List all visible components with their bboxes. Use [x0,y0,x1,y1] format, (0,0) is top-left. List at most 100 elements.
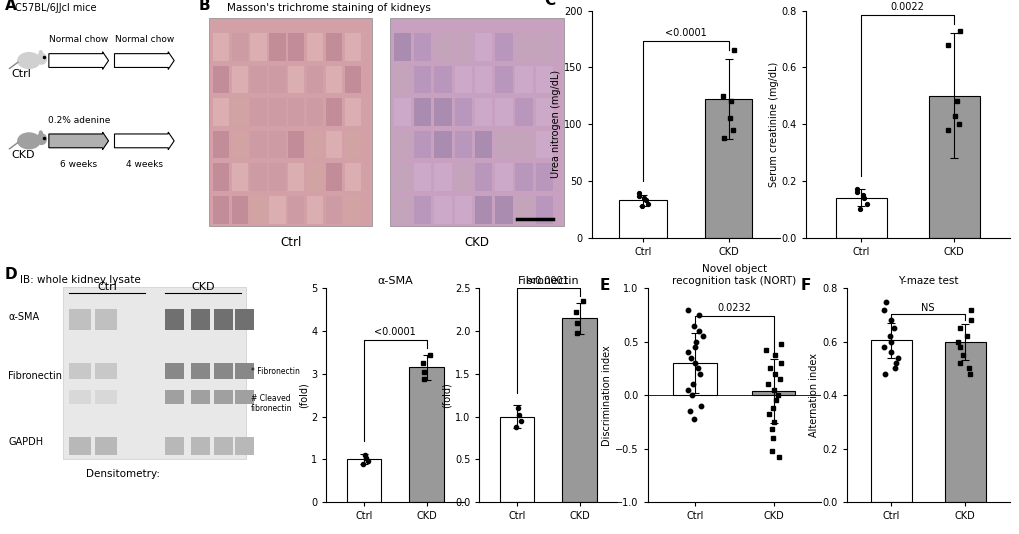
Bar [269,131,285,159]
Bar [414,66,431,93]
Title: Y-maze test: Y-maze test [897,276,958,286]
Bar [409,367,443,502]
Bar [535,98,552,126]
Bar [213,33,229,60]
Ellipse shape [17,133,40,149]
Bar [535,66,552,93]
Text: 4 weeks: 4 weeks [125,160,163,169]
Bar [619,200,666,238]
Bar [165,437,183,456]
Bar [214,363,233,379]
Title: Novel object
recognition task (NORT): Novel object recognition task (NORT) [672,264,796,286]
Text: NS: NS [920,303,934,313]
Bar [191,309,210,330]
Bar [69,437,91,456]
Bar [214,390,233,404]
Bar [434,98,451,126]
Text: Ctrl: Ctrl [279,236,301,249]
Bar [475,163,492,191]
Bar [515,66,532,93]
Text: * Fibronectin: * Fibronectin [251,367,300,376]
Text: fibronectin: fibronectin [251,404,292,413]
Bar [454,131,472,159]
Y-axis label: Urea nitrogen (mg/dL): Urea nitrogen (mg/dL) [550,70,560,178]
Text: Fibronectin: Fibronectin [8,371,62,381]
Bar [95,390,117,404]
Bar [475,196,492,224]
Bar [234,437,254,456]
Text: E: E [598,278,609,293]
Text: CKD: CKD [191,282,214,292]
Bar [191,363,210,379]
Bar [535,196,552,224]
Bar [231,98,248,126]
Bar [414,196,431,224]
Bar [214,309,233,330]
Bar [95,363,117,379]
Text: Ctrl: Ctrl [97,282,116,292]
Bar [434,131,451,159]
FancyArrow shape [114,132,174,150]
Bar [414,33,431,60]
Bar [704,99,752,238]
Bar [344,66,361,93]
Bar [213,131,229,159]
Bar [234,309,254,330]
Bar [325,33,341,60]
Bar [269,98,285,126]
Bar [307,66,323,93]
Bar [234,390,254,404]
Bar [561,318,596,502]
Bar [344,131,361,159]
Bar [454,98,472,126]
Bar [393,163,411,191]
Bar [515,33,532,60]
Text: 0.0232: 0.0232 [716,303,751,313]
Text: D: D [5,268,17,282]
Bar [494,131,512,159]
Bar [307,131,323,159]
Ellipse shape [37,53,46,64]
Bar [269,66,285,93]
Bar [250,33,266,60]
Text: B: B [198,0,210,13]
Bar [927,96,978,238]
Bar [269,163,285,191]
Text: A: A [5,0,17,13]
Bar [325,131,341,159]
Bar [344,98,361,126]
Bar [454,33,472,60]
Ellipse shape [40,131,43,136]
Text: Normal chow: Normal chow [114,35,174,44]
Bar [191,390,210,404]
Bar [287,98,304,126]
Bar [515,196,532,224]
Text: <0.0001: <0.0001 [374,327,416,337]
Bar [434,196,451,224]
Bar [307,163,323,191]
Bar [250,66,266,93]
Bar [414,98,431,126]
Bar [325,66,341,93]
Bar [307,196,323,224]
Bar [454,163,472,191]
FancyArrow shape [49,52,108,69]
Bar [434,66,451,93]
Bar [434,33,451,60]
Bar [95,309,117,330]
Text: Normal chow: Normal chow [49,35,108,44]
Bar [214,437,233,456]
Y-axis label: Alternation index: Alternation index [809,353,818,437]
Bar [346,459,381,502]
Bar [63,287,247,459]
Ellipse shape [40,51,43,56]
Bar [836,198,887,238]
Text: Masson's trichrome staining of kidneys: Masson's trichrome staining of kidneys [227,3,431,13]
Bar [213,66,229,93]
Bar [213,163,229,191]
Bar [250,196,266,224]
Bar [494,163,512,191]
Bar [494,196,512,224]
Bar [344,163,361,191]
Text: # Cleaved: # Cleaved [251,394,290,403]
